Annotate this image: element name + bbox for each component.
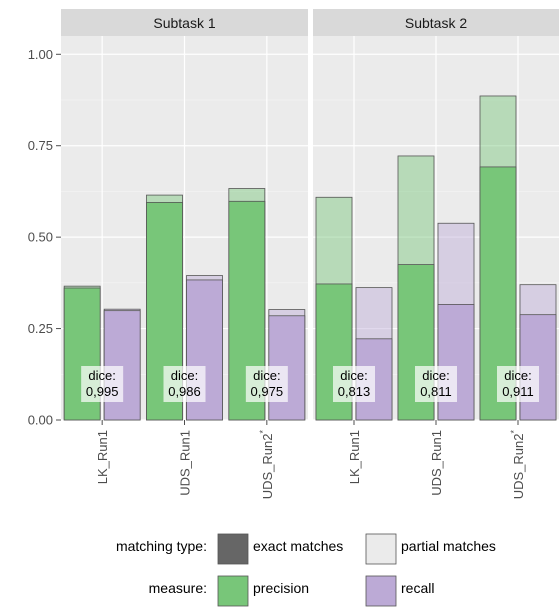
legend-swatch-precision <box>217 575 249 607</box>
y-tick-label: 1.00 <box>28 47 53 62</box>
dice-label-background <box>415 366 457 402</box>
dice-label: dice: 0,995 <box>86 368 119 399</box>
dice-label: dice: 0,811 <box>420 368 452 399</box>
dice-label-background <box>245 366 288 402</box>
bar-recall-exact <box>103 310 141 421</box>
y-tick-label: 0.00 <box>28 413 53 428</box>
bar-recall-exact <box>437 304 475 421</box>
legend-label-recall: recall <box>401 580 434 596</box>
legend-swatch-partial <box>365 533 397 565</box>
x-tick-label: UDS_Run1 <box>178 430 193 496</box>
legend-title-measure: measure: <box>149 580 207 596</box>
dice-label: dice: 0,911 <box>502 368 534 399</box>
x-tick-label: UDS_Run2* <box>509 430 526 500</box>
dice-label: dice: 0,813 <box>338 368 371 399</box>
legend-label-exact: exact matches <box>253 538 343 554</box>
facet-strip <box>313 9 559 36</box>
x-tick-label: LK_Run1 <box>347 430 362 484</box>
x-tick-label: UDS_Run2* <box>258 430 275 500</box>
x-tick-label: UDS_Run1 <box>429 430 444 496</box>
dice-label: dice: 0,975 <box>251 368 284 399</box>
x-tick-label: LK_Run1 <box>95 430 110 484</box>
facet-title: Subtask 1 <box>153 15 215 31</box>
dice-label: dice: 0,986 <box>168 368 201 399</box>
dice-label-background <box>333 366 375 402</box>
facet-title: Subtask 2 <box>405 15 467 31</box>
legend-label-partial: partial matches <box>401 538 496 554</box>
y-tick-label: 0.75 <box>28 138 53 153</box>
legend-title-matching-type: matching type: <box>116 538 207 554</box>
facet-strip <box>61 9 308 36</box>
y-tick-label: 0.50 <box>28 230 53 245</box>
legend-swatch-exact <box>217 533 249 565</box>
legend-label-precision: precision <box>253 580 309 596</box>
legend-swatch-recall <box>365 575 397 607</box>
dice-label-background <box>497 366 539 402</box>
dice-label-background <box>163 366 206 402</box>
dice-label-background <box>81 366 124 402</box>
y-tick-label: 0.25 <box>28 321 53 336</box>
